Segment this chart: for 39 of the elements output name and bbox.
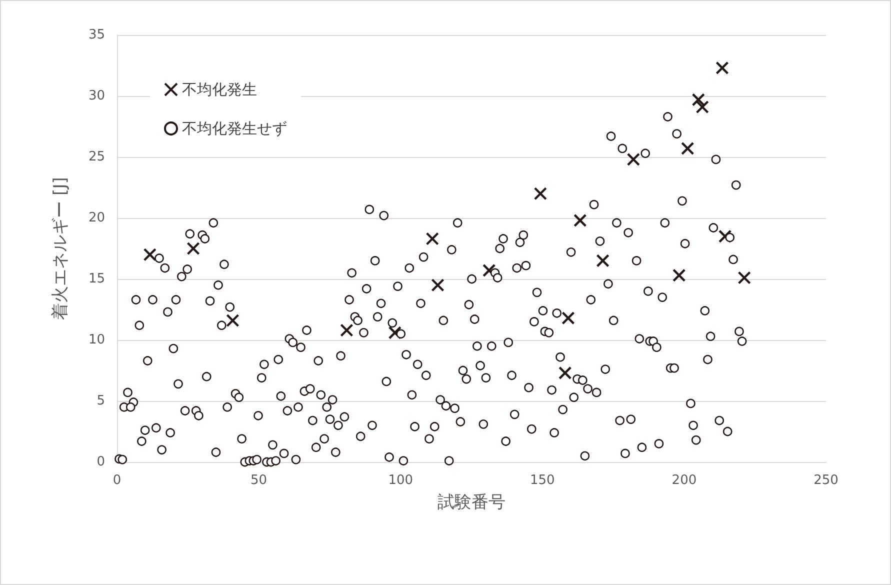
y-tick-label: 20 [88,210,105,226]
point [426,232,439,246]
x-tick-label: 50 [250,473,268,488]
point [692,93,705,106]
y-tick-label: 10 [88,332,105,348]
y-axis-title: 着火エネルギー [J] [50,177,70,320]
point [672,268,686,282]
point [696,100,709,114]
point [186,242,200,256]
point [558,366,572,380]
point [718,230,732,243]
point [716,61,729,75]
x-tick-label: 200 [672,473,697,488]
y-tick-label: 5 [96,394,105,408]
point [388,326,402,340]
legend-label: 不均化発生せず [182,120,287,138]
x-tick-label: 100 [388,473,414,488]
point [681,142,694,156]
point [534,187,548,200]
y-tick-label: 30 [88,88,105,104]
point [431,278,444,292]
y-tick-label: 15 [88,272,105,286]
x-tick-label: 0 [112,473,122,488]
point [143,248,156,262]
point [574,214,587,228]
x-tick-label: 150 [530,473,555,488]
y-tick-label: 25 [88,150,105,164]
x-axis-title: 試験番号 [438,492,506,512]
point [226,314,240,328]
point [340,324,354,337]
point [562,311,575,325]
point [626,152,640,166]
y-tick-label: 0 [96,454,105,470]
point [596,254,610,268]
point [738,271,751,284]
y-tick-label: 35 [88,28,105,42]
point [482,264,496,278]
x-tick-label: 250 [814,473,838,488]
legend-label: 不均化発生 [182,80,257,98]
